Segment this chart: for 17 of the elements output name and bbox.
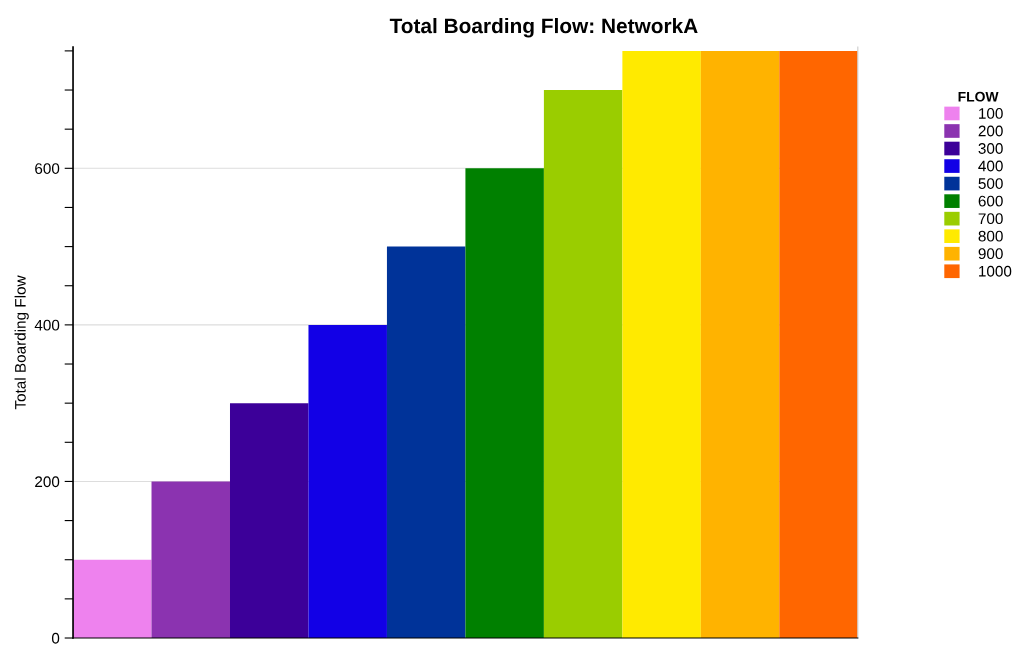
legend-label: 300 — [978, 143, 1003, 154]
legend-label: 1000 — [979, 265, 1012, 277]
legend-title: FLOW — [958, 91, 999, 102]
y-tick-label: 600 — [35, 163, 60, 174]
legend-label: 600 — [978, 195, 1003, 207]
y-tick-label: 0 — [51, 632, 60, 644]
legend-label: 800 — [978, 230, 1003, 242]
legend-label: 900 — [978, 248, 1003, 260]
y-tick-label: 400 — [34, 319, 60, 331]
legend-label: 200 — [978, 125, 1003, 137]
y-tick-label: 200 — [35, 476, 60, 488]
y-axis-title: Total Boarding Flow — [14, 275, 29, 410]
legend-label: 400 — [978, 160, 1003, 172]
legend-label: 500 — [978, 178, 1003, 189]
chart-title: Total Boarding Flow: NetworkA — [389, 17, 698, 38]
legend-label: 100 — [979, 108, 1003, 119]
legend-label: 700 — [978, 213, 1003, 225]
